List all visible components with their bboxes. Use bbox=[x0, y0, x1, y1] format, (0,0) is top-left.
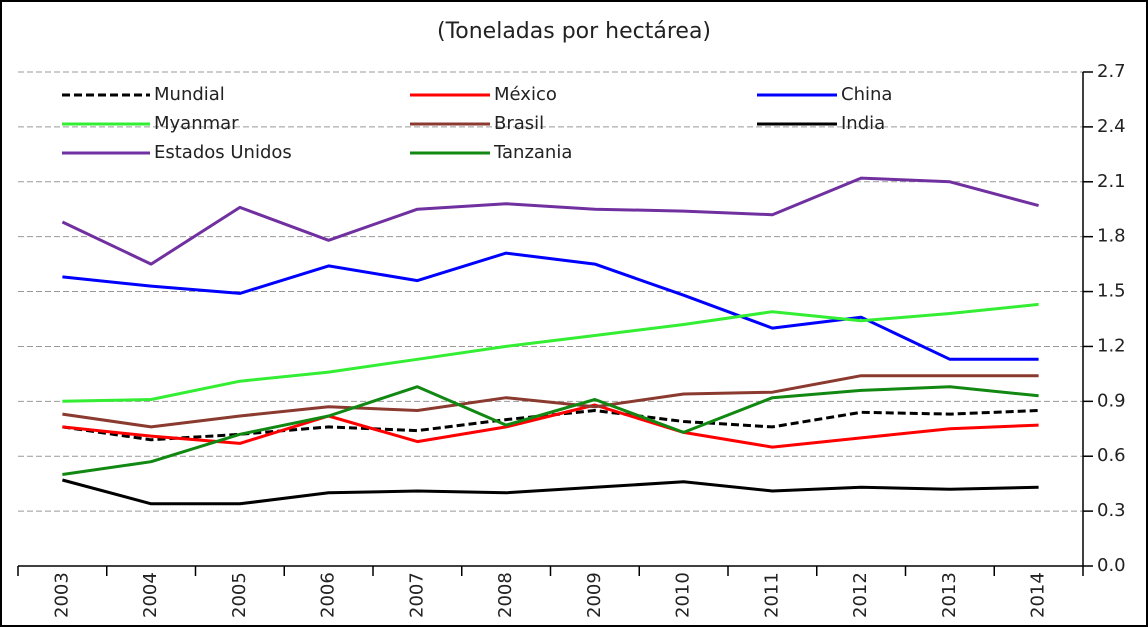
series-line bbox=[62, 403, 1039, 449]
series-line bbox=[62, 478, 1039, 506]
x-tick-label: 2003 bbox=[51, 572, 72, 618]
x-tick-label: 2014 bbox=[1028, 572, 1049, 618]
y-tick-label: 2.7 bbox=[1097, 61, 1126, 82]
legend-label: Myanmar bbox=[154, 113, 239, 134]
x-tick-label: 2008 bbox=[495, 572, 516, 618]
legend-label: China bbox=[841, 84, 892, 105]
legend-label: Brasil bbox=[494, 113, 544, 134]
legend-label: Estados Unidos bbox=[154, 142, 292, 163]
x-tick-label: 2007 bbox=[406, 572, 427, 618]
x-tick-label: 2004 bbox=[140, 572, 161, 618]
series-line bbox=[62, 374, 1039, 429]
x-tick-label: 2006 bbox=[318, 572, 339, 618]
x-tick-label: 2009 bbox=[584, 572, 605, 618]
x-tick-label: 2012 bbox=[850, 572, 871, 618]
y-tick-label: 0.9 bbox=[1097, 390, 1126, 411]
y-tick-label: 0.3 bbox=[1097, 500, 1126, 521]
series-line bbox=[61, 176, 1039, 266]
chart-title: (Toneladas por hectárea) bbox=[437, 19, 711, 44]
y-tick-label: 1.8 bbox=[1097, 226, 1126, 247]
series-line bbox=[62, 302, 1039, 403]
y-tick-label: 2.1 bbox=[1097, 171, 1126, 192]
x-tick-label: 2011 bbox=[761, 572, 782, 618]
series-line bbox=[62, 251, 1039, 361]
x-tick-label: 2013 bbox=[939, 572, 960, 618]
y-tick-label: 1.5 bbox=[1097, 281, 1126, 302]
series-line bbox=[62, 409, 1039, 442]
y-tick-label: 0.0 bbox=[1097, 555, 1126, 576]
x-tick-label: 2010 bbox=[673, 572, 694, 618]
series-line bbox=[62, 385, 1039, 476]
legend-label: India bbox=[841, 113, 885, 134]
y-tick-label: 2.4 bbox=[1097, 116, 1126, 137]
legend-label: Mundial bbox=[154, 84, 225, 105]
legend-label: Tanzania bbox=[493, 142, 572, 163]
y-tick-label: 1.2 bbox=[1097, 335, 1126, 356]
x-tick-label: 2005 bbox=[229, 572, 250, 618]
legend-label: México bbox=[494, 84, 557, 105]
y-tick-label: 0.6 bbox=[1097, 445, 1126, 466]
